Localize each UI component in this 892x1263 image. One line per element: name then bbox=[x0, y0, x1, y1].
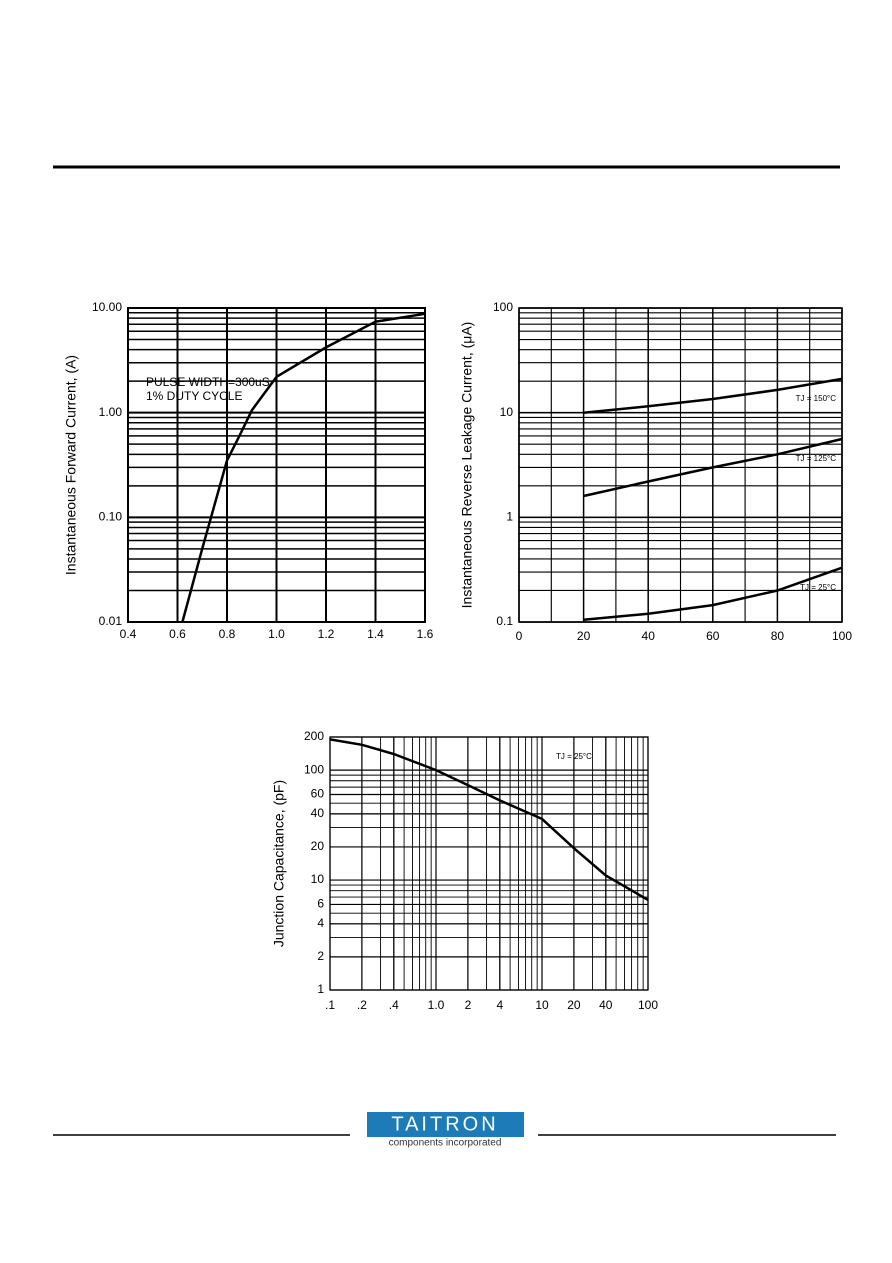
curve bbox=[181, 312, 426, 623]
series-label: TJ = 125°C bbox=[796, 454, 837, 463]
y-tick-label: 6 bbox=[317, 897, 324, 911]
x-tick-label: 0.8 bbox=[219, 627, 236, 641]
x-tick-label: .2 bbox=[357, 998, 367, 1012]
tagline: components incorporated bbox=[389, 1138, 502, 1149]
y-tick-label: 40 bbox=[311, 806, 325, 820]
y-tick-label: 1 bbox=[317, 982, 324, 996]
x-tick-label: 80 bbox=[771, 629, 785, 643]
y-tick-label: 60 bbox=[311, 787, 325, 801]
x-tick-label: 100 bbox=[832, 629, 852, 643]
y-axis-label: Junction Capacitance, (pF) bbox=[271, 780, 287, 947]
x-tick-label: 60 bbox=[706, 629, 720, 643]
x-tick-label: 1.4 bbox=[367, 627, 384, 641]
x-tick-label: 0.6 bbox=[169, 627, 186, 641]
curve bbox=[583, 377, 843, 414]
x-tick-label: 2 bbox=[465, 998, 472, 1012]
logo: TAITRON bbox=[391, 1113, 498, 1135]
y-tick-label: 1 bbox=[506, 510, 513, 524]
series-label: TJ = 150°C bbox=[796, 394, 837, 403]
y-tick-label: 0.01 bbox=[99, 614, 123, 628]
curve bbox=[583, 437, 843, 498]
plot-frame bbox=[329, 736, 649, 991]
y-tick-label: 200 bbox=[304, 729, 324, 743]
y-tick-label: 0.1 bbox=[496, 614, 513, 628]
y-tick-label: 20 bbox=[311, 839, 325, 853]
annotation: PULSE WIDTH=300uS bbox=[146, 375, 270, 389]
x-tick-label: .4 bbox=[389, 998, 399, 1012]
annotation: TJ = 25°C bbox=[556, 752, 592, 761]
chart: 0.1 1 10 100 0 20 40 60 80 100 Instantaneous Rever… bbox=[459, 300, 853, 643]
annotation: 1% DUTY CYCLE bbox=[146, 389, 242, 403]
x-tick-label: 1.0 bbox=[428, 998, 445, 1012]
x-tick-label: 40 bbox=[642, 629, 656, 643]
x-tick-label: 40 bbox=[599, 998, 613, 1012]
curve bbox=[583, 566, 843, 622]
curve bbox=[329, 738, 649, 901]
y-axis-label: Instantaneous Reverse Leakage Current, (… bbox=[459, 322, 475, 609]
y-axis-label: Instantaneous Forward Current, (A) bbox=[63, 355, 79, 575]
x-tick-label: 100 bbox=[638, 998, 658, 1012]
y-tick-label: 100 bbox=[493, 300, 513, 314]
y-tick-label: 1.00 bbox=[99, 405, 123, 419]
x-tick-label: 1.2 bbox=[318, 627, 335, 641]
x-tick-label: 10 bbox=[535, 998, 549, 1012]
y-tick-label: 100 bbox=[304, 762, 324, 776]
plot-frame bbox=[518, 307, 843, 623]
y-tick-label: 10.00 bbox=[92, 300, 122, 314]
y-tick-label: 10 bbox=[500, 405, 514, 419]
x-tick-label: .1 bbox=[325, 998, 335, 1012]
y-tick-label: 10 bbox=[311, 872, 325, 886]
x-tick-label: 0 bbox=[516, 629, 523, 643]
x-tick-label: 20 bbox=[577, 629, 591, 643]
x-tick-label: 0.4 bbox=[120, 627, 137, 641]
x-tick-label: 20 bbox=[567, 998, 581, 1012]
chart: 1 2 4 6 10 20 40 60 100 200 .1 .2 .4 1.0 2 4 10 20 40 100 Ju… bbox=[271, 729, 659, 1012]
series-label: TJ = 25°C bbox=[800, 583, 836, 592]
chart: 0.01 0.10 1.00 10.00 0.4 0.6 0.8 1.0 1.2 1.4 1.6 In… bbox=[63, 300, 434, 641]
plot-frame bbox=[127, 307, 426, 623]
y-tick-label: 4 bbox=[317, 916, 324, 930]
logo-box bbox=[367, 1112, 524, 1137]
x-tick-label: 1.6 bbox=[417, 627, 434, 641]
y-tick-label: 0.10 bbox=[99, 510, 123, 524]
y-tick-label: 2 bbox=[317, 949, 324, 963]
x-tick-label: 1.0 bbox=[268, 627, 285, 641]
x-tick-label: 4 bbox=[496, 998, 503, 1012]
